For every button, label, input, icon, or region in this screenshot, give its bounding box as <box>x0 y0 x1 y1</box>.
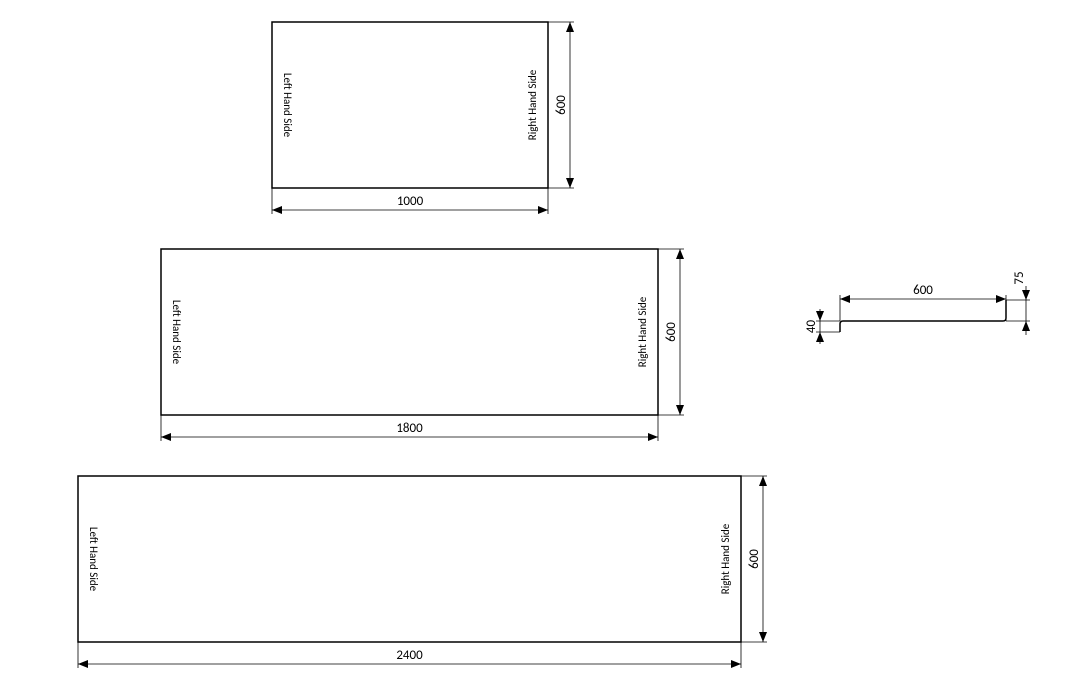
dim-profile-left-lip: 40 <box>804 320 819 334</box>
dim-height: 600 <box>554 95 569 115</box>
left-hand-side-label: Left Hand Side <box>170 300 183 365</box>
dim-width: 1000 <box>397 194 424 209</box>
dim-profile-width: 600 <box>913 283 933 298</box>
right-hand-side-label: Right Hand Side <box>526 69 539 140</box>
panel-outline <box>272 22 548 188</box>
profile-outline <box>840 300 1006 332</box>
dim-height: 600 <box>747 549 762 569</box>
dim-width: 1800 <box>396 421 423 436</box>
panel-1800: Left Hand Side Right Hand Side 1800 600 <box>161 249 684 441</box>
left-hand-side-label: Left Hand Side <box>281 73 294 138</box>
panel-2400: Left Hand Side Right Hand Side 2400 600 <box>78 476 767 668</box>
panel-outline <box>161 249 658 415</box>
dim-width: 2400 <box>396 648 423 663</box>
right-hand-side-label: Right Hand Side <box>719 523 732 594</box>
left-hand-side-label: Left Hand Side <box>87 527 100 592</box>
panel-outline <box>78 476 741 642</box>
technical-drawing: Left Hand SideRight Hand Side1000600Left… <box>0 0 1072 691</box>
dim-height: 600 <box>664 322 679 342</box>
dim-profile-right-lip: 75 <box>1012 271 1027 284</box>
profile-section: 600 75 40 <box>804 271 1030 344</box>
right-hand-side-label: Right Hand Side <box>636 296 649 367</box>
panel-1000: Left Hand Side Right Hand Side 1000 600 <box>272 22 574 214</box>
